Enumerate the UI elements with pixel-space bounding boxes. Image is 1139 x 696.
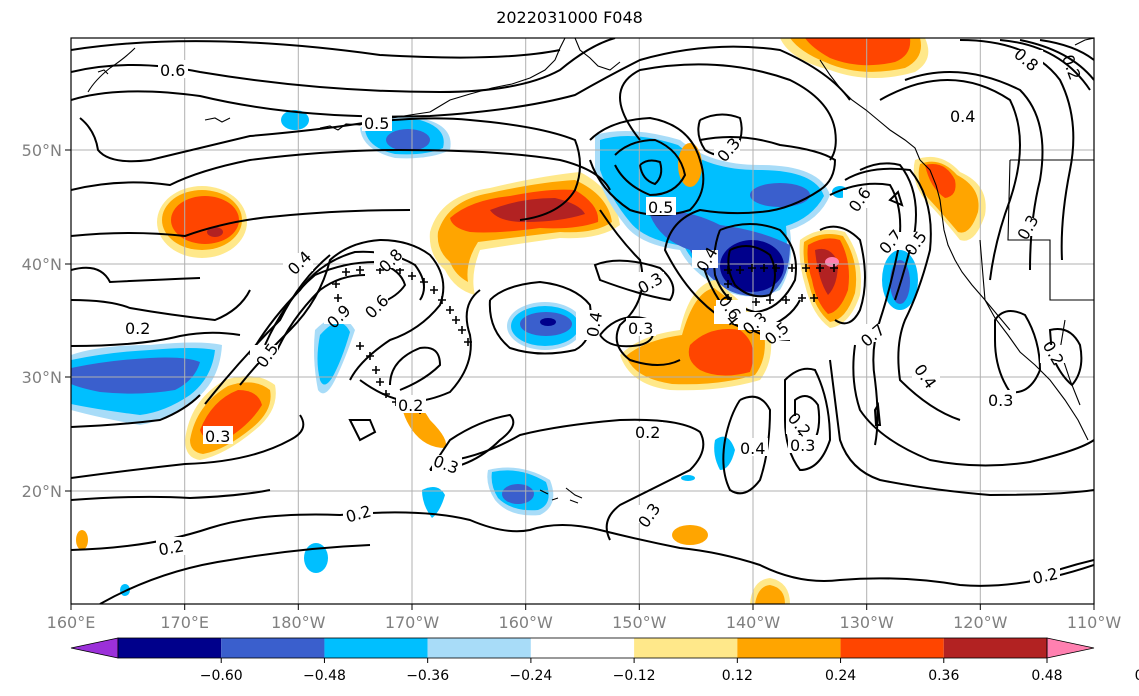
contour-label: 0.3 [988, 391, 1013, 410]
colorbar-tick-label: 0.60 [1135, 668, 1139, 684]
contour-label: 0.3 [628, 319, 653, 338]
colorbar-swatch [530, 638, 635, 658]
contour-label: 0.3 [205, 427, 230, 446]
colorbar-swatch [118, 638, 222, 658]
colorbar-tick-label: 0.12 [722, 668, 753, 684]
colorbar-tick-label: −0.24 [509, 668, 552, 684]
x-tick-label: 140°W [726, 613, 781, 632]
colorbar-tick-label: 0.24 [825, 668, 856, 684]
x-tick-label: 160°E [47, 613, 96, 632]
x-tick-label: 170°W [385, 613, 440, 632]
shaded-anomaly-fields [71, 38, 986, 604]
colorbar-swatch [324, 638, 428, 658]
contour-label: 0.3 [790, 436, 815, 455]
x-tick-label: 160°W [499, 613, 554, 632]
contour-label: 0.4 [740, 439, 765, 458]
x-tick-label: 120°W [953, 613, 1008, 632]
y-tick-label: 40°N [22, 255, 62, 274]
colorbar-tick-label: 0.36 [928, 668, 959, 684]
colorbar-outline [117, 637, 1048, 659]
contour-labels: 0.6 0.5 0.8 0.2 0.4 0.3 0.3 0.5 0.4 0.6 … [123, 44, 1085, 588]
colorbar-swatch [634, 638, 738, 658]
map-title: 2022031000 F048 [496, 8, 643, 27]
colorbar-swatch [840, 638, 944, 658]
x-tick-label: 170°E [160, 613, 209, 632]
colorbar-swatch [943, 638, 1047, 658]
y-tick-label: 50°N [22, 141, 62, 160]
contour-label: 0.2 [125, 319, 150, 338]
x-tick-label: 180°W [271, 613, 326, 632]
contour-label: 0.4 [583, 310, 606, 338]
contour-label: 0.2 [635, 423, 660, 442]
contour-label: 0.6 [160, 61, 185, 80]
colorbar-extend-low [70, 637, 119, 659]
colorbar-tick-label: −0.12 [613, 668, 656, 684]
colorbar-tick-label: −0.60 [200, 668, 243, 684]
x-tick-label: 130°W [840, 613, 895, 632]
colorbar-swatch [737, 638, 841, 658]
contour-label: 0.2 [157, 536, 185, 559]
x-axis: 160°E 170°E 180°W 170°W 160°W 150°W 140°… [47, 604, 1122, 632]
colorbar-extend-high [1046, 637, 1095, 659]
colorbar-tick-label: −0.48 [303, 668, 346, 684]
x-tick-label: 110°W [1067, 613, 1122, 632]
contour-label: 0.2 [398, 396, 423, 415]
colorbar-swatch [221, 638, 325, 658]
contour-label: 0.4 [950, 107, 975, 126]
contour-label: 0.5 [364, 114, 389, 133]
contour-label: 0.2 [1031, 564, 1060, 588]
x-tick-label: 150°W [612, 613, 667, 632]
colorbar: −0.60 −0.48 −0.36 −0.24 −0.12 0.12 0.24 0.36 0.4… [70, 637, 1139, 684]
y-tick-label: 30°N [22, 368, 62, 387]
y-axis: 50°N 40°N 30°N 20°N [22, 141, 71, 501]
y-tick-label: 20°N [22, 482, 62, 501]
colorbar-tick-label: 0.48 [1031, 668, 1062, 684]
contour-lines [71, 38, 1094, 604]
colorbar-swatch [427, 638, 531, 658]
contour-label: 0.5 [648, 198, 673, 217]
colorbar-tick-label: −0.36 [406, 668, 449, 684]
map-frame [70, 37, 1095, 605]
